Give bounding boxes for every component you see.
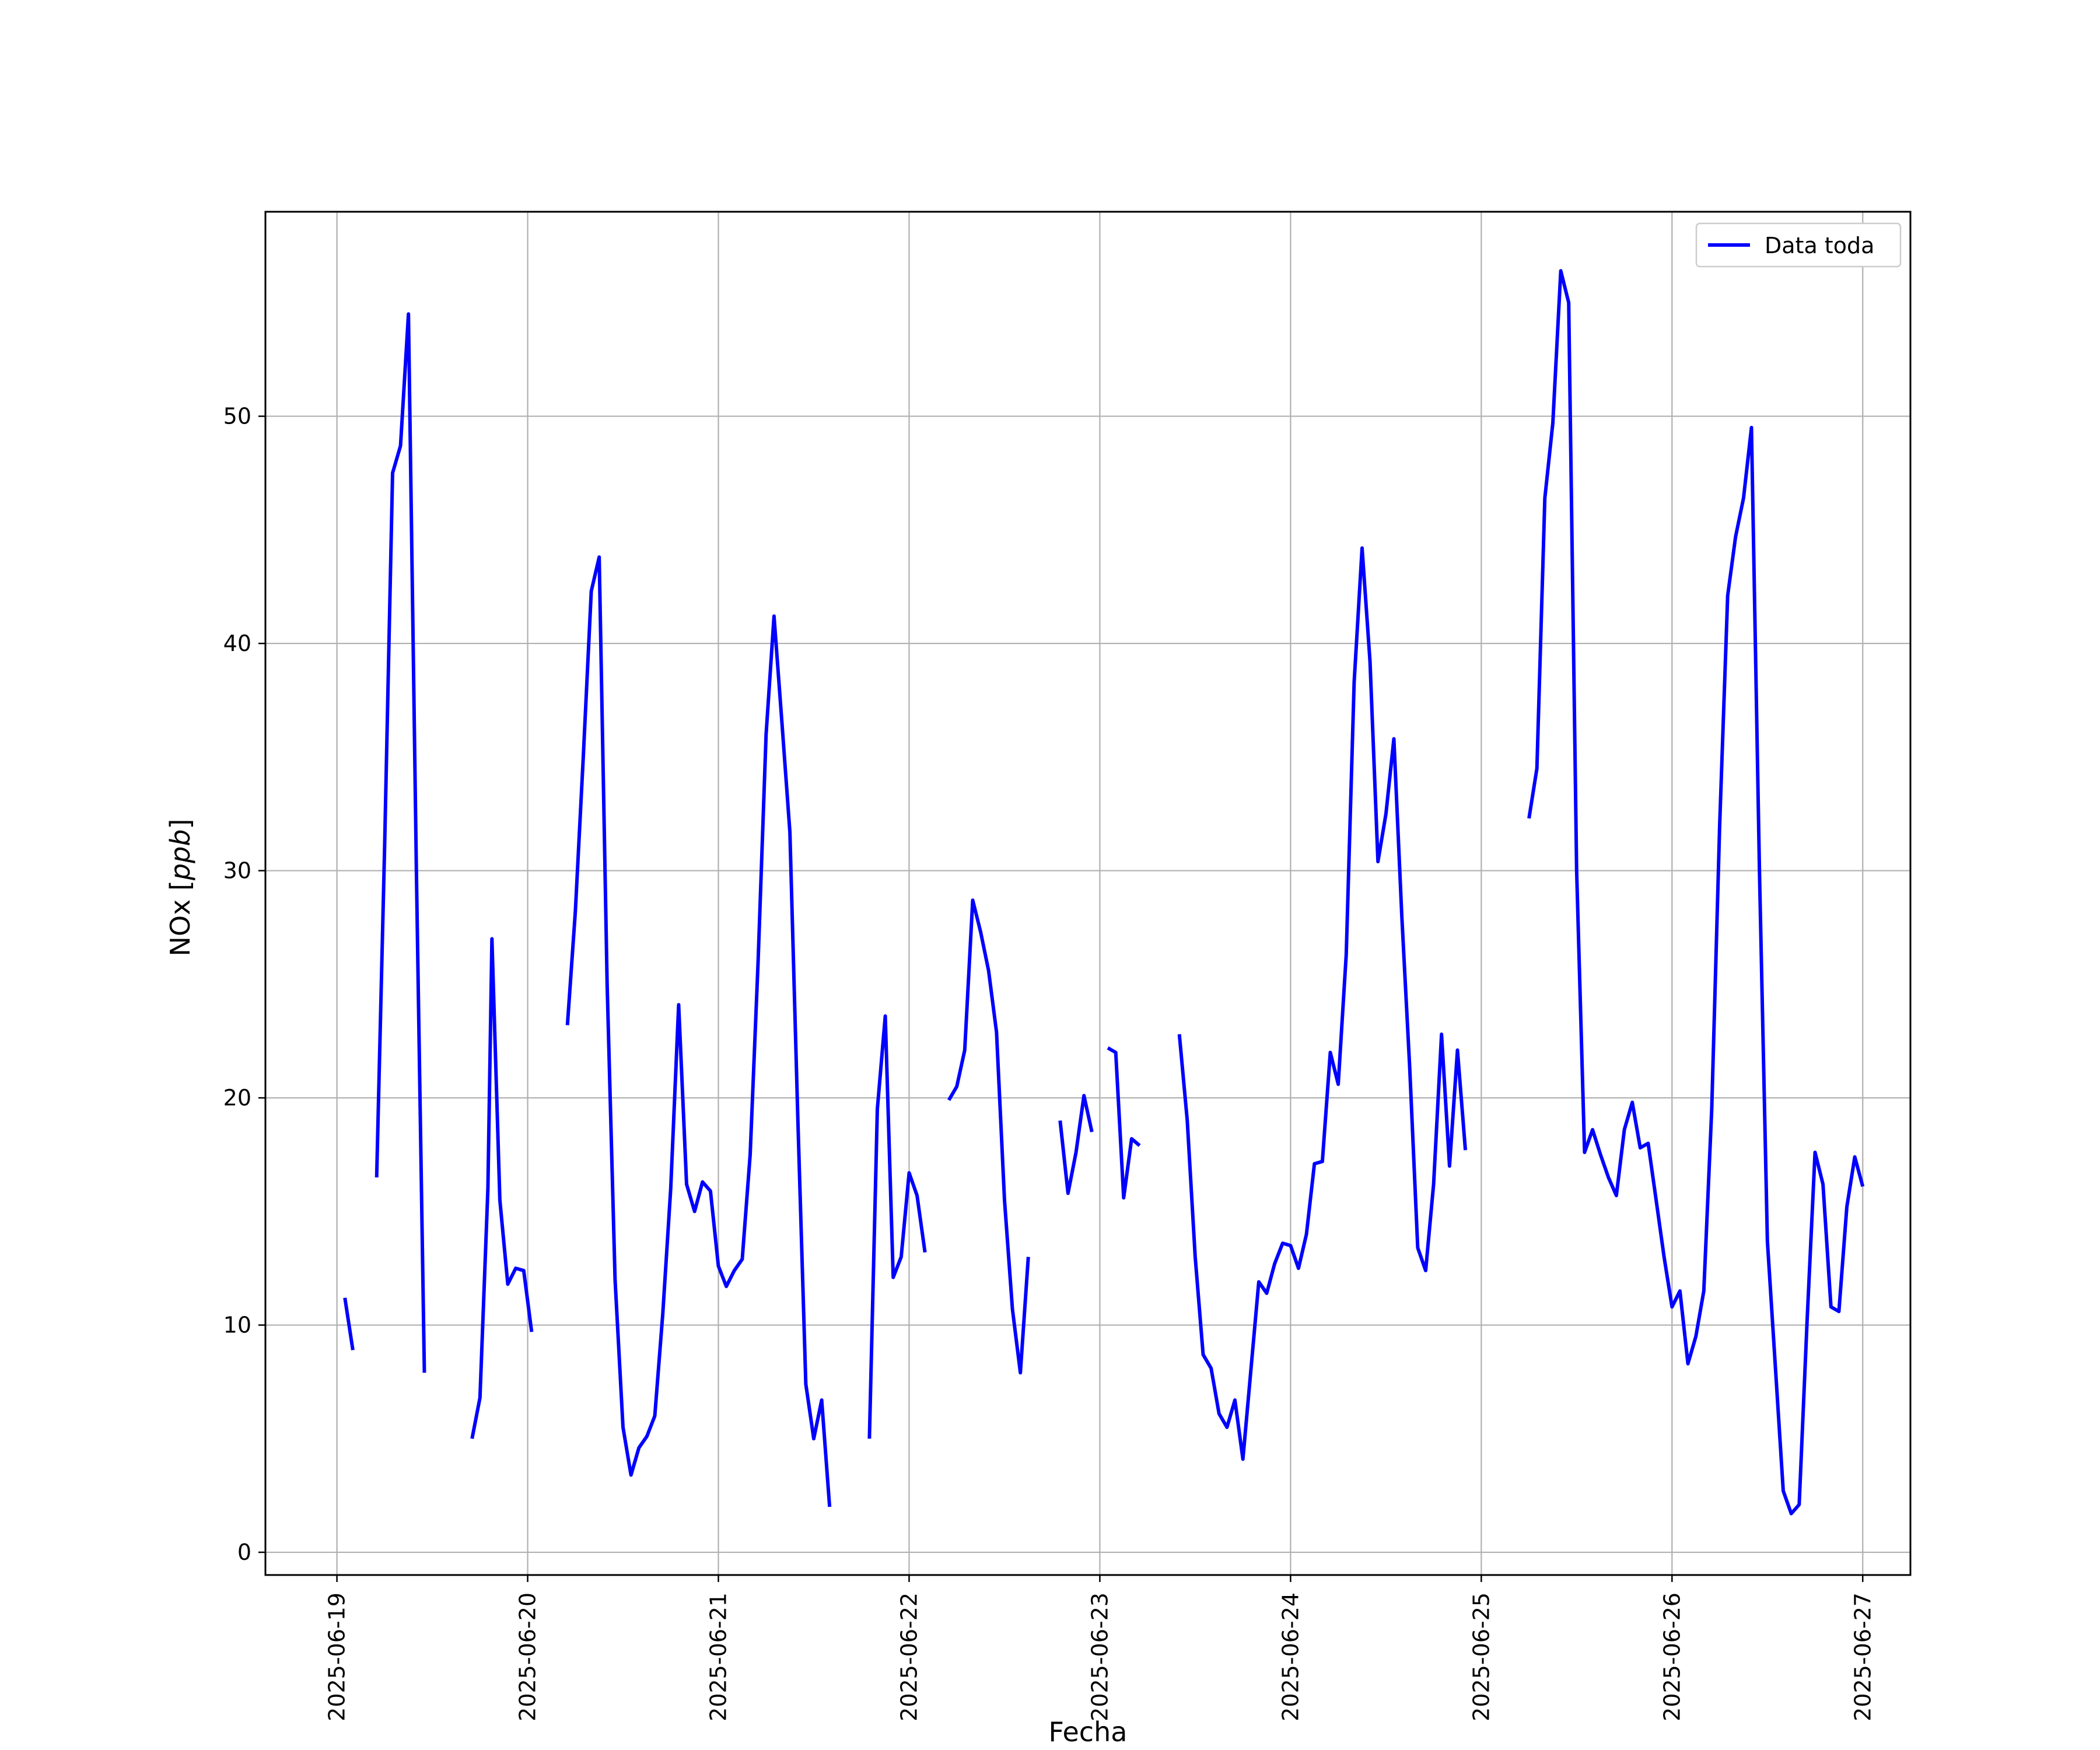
series-line-segment <box>1177 546 1468 1461</box>
x-tick-label: 2025-06-22 <box>896 1592 922 1721</box>
series-line-segment <box>565 555 832 1507</box>
x-tick-label: 2025-06-27 <box>1850 1592 1875 1721</box>
y-tick-label: 50 <box>223 404 251 429</box>
y-axis-ticks: 0 10 20 30 40 50 <box>223 404 265 1565</box>
series-line-segment <box>343 1297 355 1350</box>
x-tick-label: 2025-06-20 <box>515 1592 541 1721</box>
y-tick-label: 20 <box>223 1085 251 1111</box>
series-line-segment <box>947 898 1030 1375</box>
x-tick-label: 2025-06-25 <box>1468 1592 1494 1721</box>
legend-entry-data-toda: Data toda <box>1765 233 1874 258</box>
series-lines <box>343 269 1865 1516</box>
y-axis-label-text: NOx [ <box>164 880 196 956</box>
series-line-segment <box>1107 1046 1141 1200</box>
series-line-segment <box>867 1014 927 1439</box>
y-axis-label: NOx [ppb] <box>164 819 196 957</box>
y-axis-label-close: ] <box>164 819 196 830</box>
x-tick-label: 2025-06-23 <box>1087 1592 1112 1721</box>
plot-frame <box>264 211 1912 1576</box>
series-line-segment <box>374 312 426 1373</box>
x-tick-label: 2025-06-26 <box>1659 1592 1685 1721</box>
y-tick-label: 10 <box>223 1312 251 1338</box>
x-axis-label: Fecha <box>1049 1716 1128 1748</box>
x-axis-ticks: 2025-06-19 2025-06-20 2025-06-21 2025-06-22… <box>324 1575 1875 1721</box>
series-line-segment <box>1058 1094 1094 1195</box>
y-axis-label-unit: ppb <box>164 829 196 881</box>
x-tick-label: 2025-06-21 <box>706 1592 732 1721</box>
grid-lines <box>265 212 1910 1575</box>
series-line-segment <box>1527 269 1865 1516</box>
legend: Data toda <box>1695 222 1902 268</box>
x-tick-label: 2025-06-19 <box>324 1592 350 1721</box>
x-tick-label: 2025-06-24 <box>1278 1592 1303 1721</box>
y-tick-label: 30 <box>223 858 251 884</box>
y-tick-label: 40 <box>223 631 251 656</box>
y-tick-label: 0 <box>237 1539 251 1565</box>
series-line-segment <box>470 937 534 1439</box>
legend-box <box>1695 222 1902 268</box>
